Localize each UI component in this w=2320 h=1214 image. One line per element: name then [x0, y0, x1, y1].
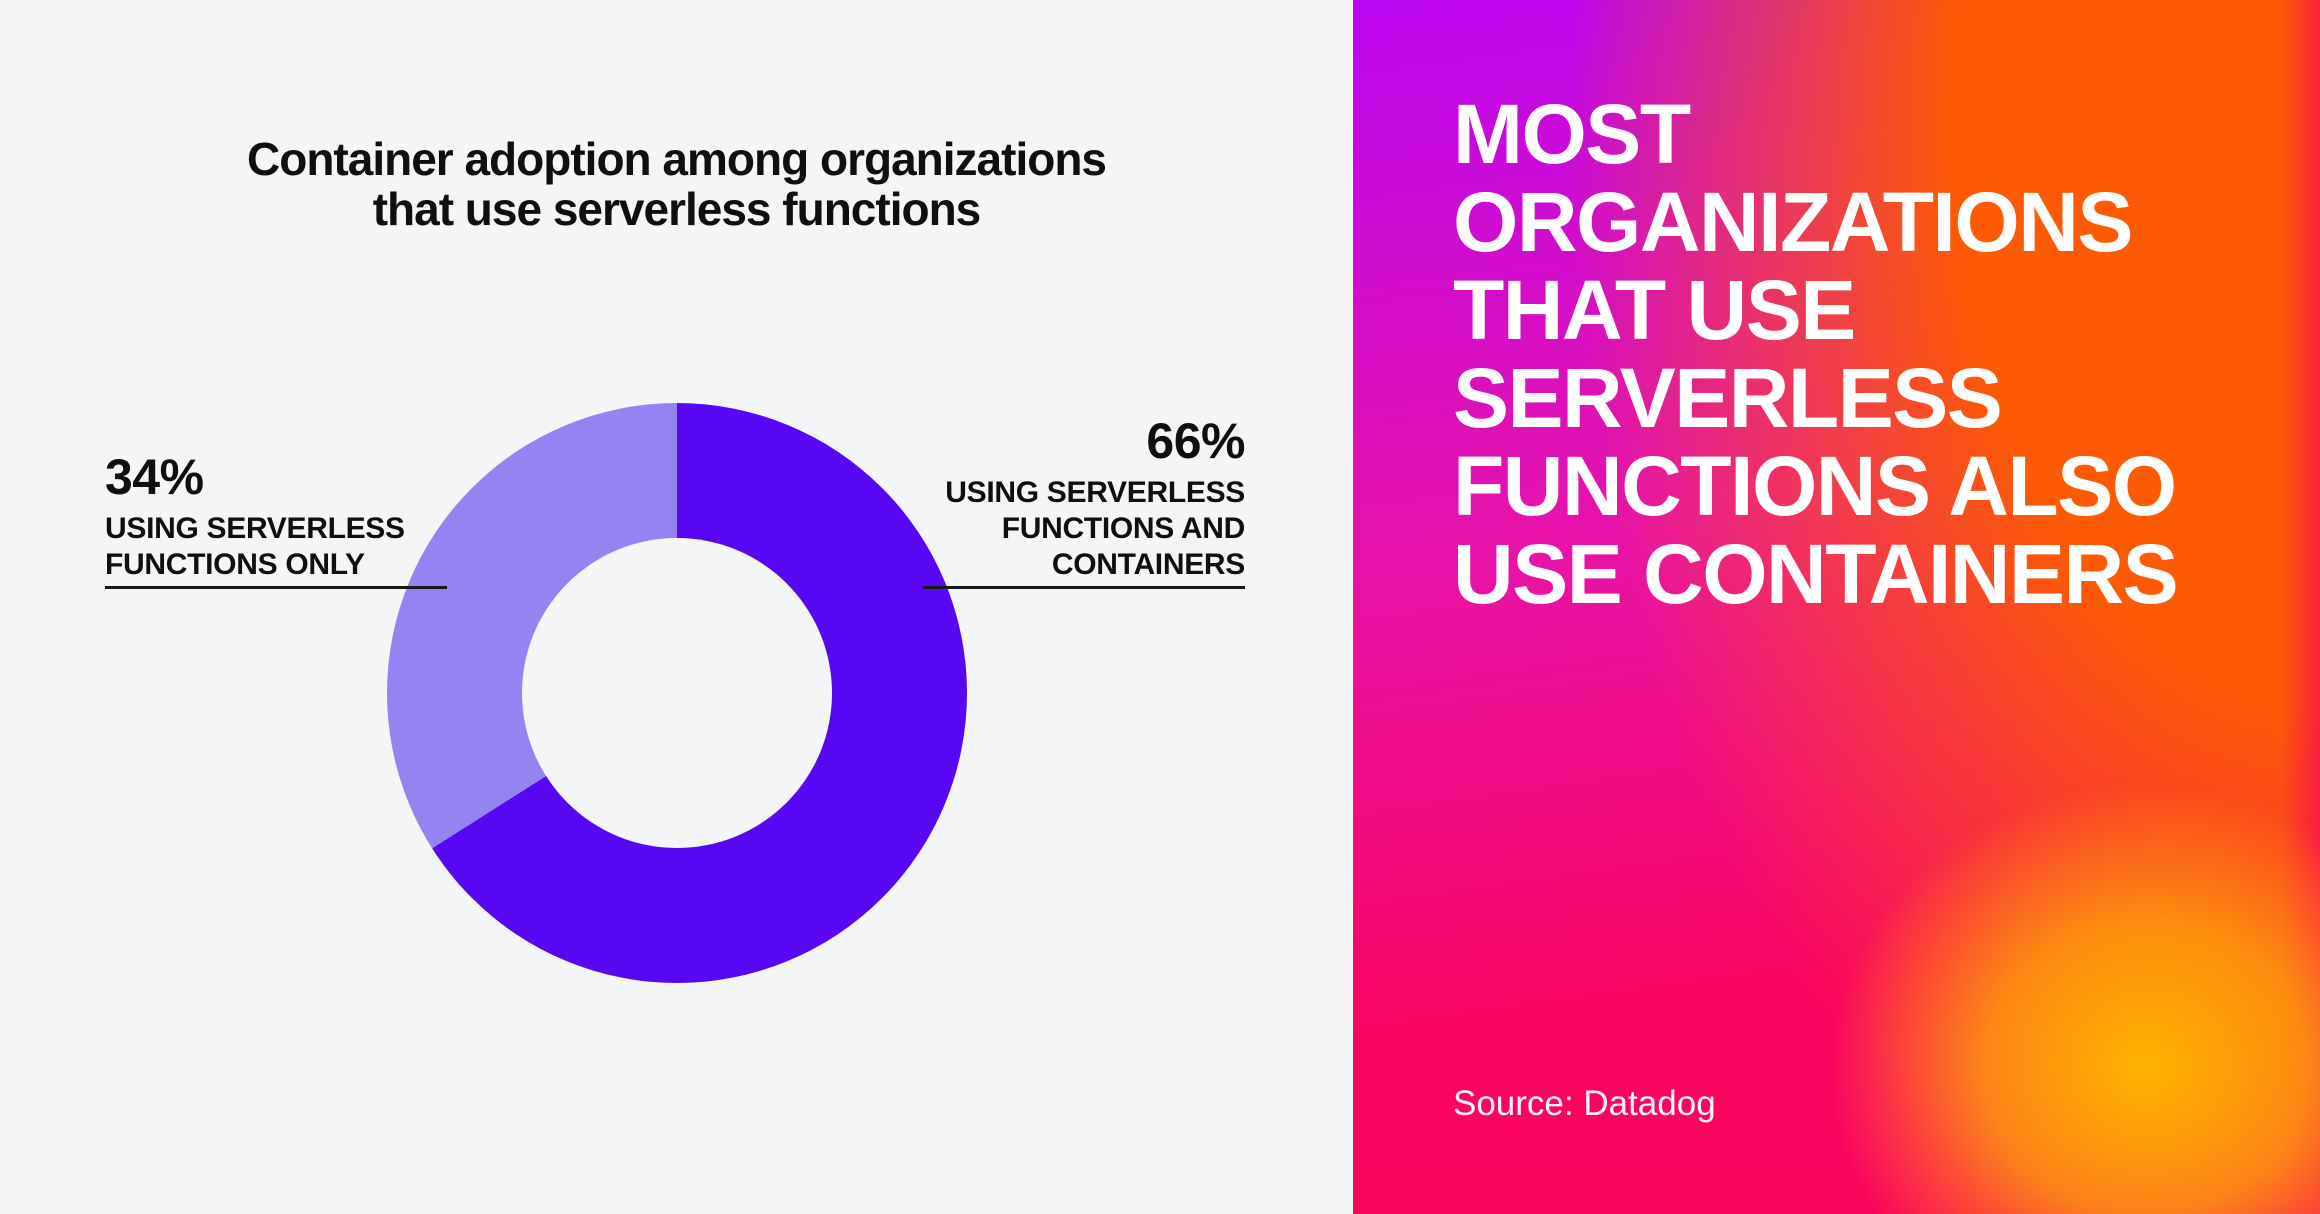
- callout-leader-line-left: [105, 586, 447, 589]
- callout-34-value: 34%: [105, 449, 204, 505]
- callout-66-label: USING SERVERLESS FUNCTIONS AND CONTAINERS: [945, 475, 1245, 583]
- callout-label-line: USING SERVERLESS: [945, 476, 1245, 509]
- headline-line: FUNCTIONS ALSO: [1453, 439, 2177, 533]
- callout-34-label: USING SERVERLESS FUNCTIONS ONLY: [105, 511, 405, 583]
- chart-panel: Container adoption among organizations t…: [0, 133, 1353, 983]
- donut-hole: [522, 538, 832, 848]
- headline-line: USE CONTAINERS: [1453, 527, 2179, 621]
- headline-line: MOST: [1453, 87, 1691, 181]
- source-attribution: Source: Datadog: [1453, 1084, 1716, 1123]
- headline: MOST ORGANIZATIONS THAT USE SERVERLESS FUNCT…: [1453, 87, 2179, 621]
- callout-label-line: USING SERVERLESS: [105, 512, 405, 545]
- callout-66-percent: 66% USING SERVERLESS FUNCTIONS AND CONTAIN…: [945, 413, 1245, 583]
- callout-34-percent: 34% USING SERVERLESS FUNCTIONS ONLY: [105, 449, 405, 583]
- chart-title-line-2: that use serverless functions: [372, 183, 982, 236]
- callout-label-line: FUNCTIONS ONLY: [105, 548, 365, 581]
- headline-line: THAT USE: [1453, 263, 1856, 357]
- donut-chart: [387, 403, 967, 983]
- headline-line: SERVERLESS: [1453, 351, 2003, 445]
- callout-66-value: 66%: [1146, 413, 1245, 469]
- chart-title: Container adoption among organizations t…: [0, 134, 1353, 234]
- callout-label-line: CONTAINERS: [1051, 548, 1245, 581]
- chart-title-line-1: Container adoption among organizations: [247, 133, 1107, 185]
- callout-label-line: FUNCTIONS AND: [1001, 512, 1246, 545]
- headline-panel: MOST ORGANIZATIONS THAT USE SERVERLESS FUNCT…: [1353, 0, 2320, 1214]
- callout-leader-line-right: [923, 586, 1245, 589]
- headline-line: ORGANIZATIONS: [1453, 175, 2133, 269]
